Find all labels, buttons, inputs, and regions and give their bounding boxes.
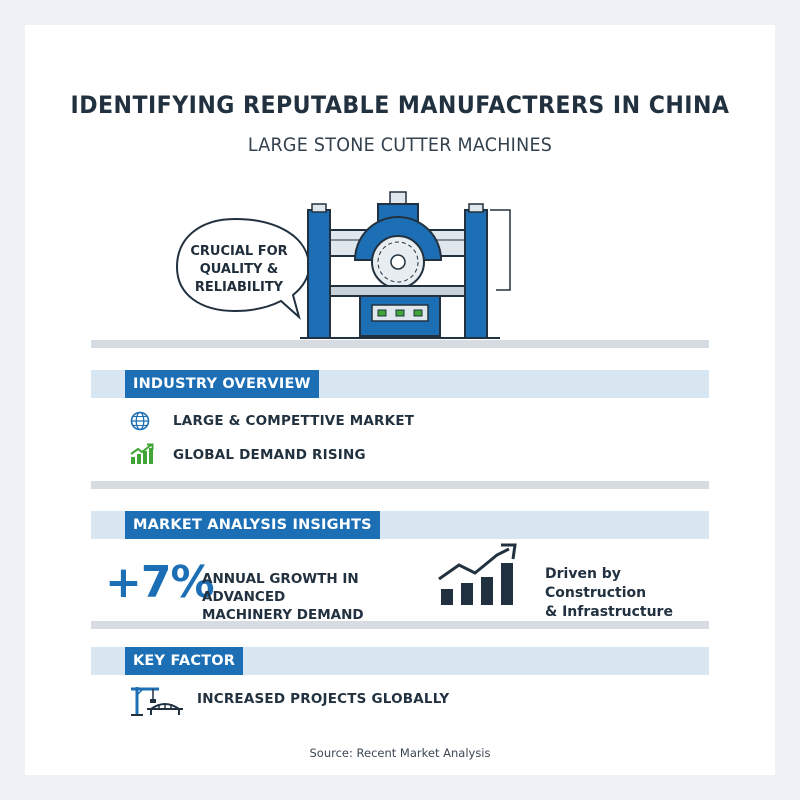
overview-item-demand: GLOBAL DEMAND RISING (173, 447, 366, 463)
market-analysis-heading: MARKET ANALYSIS INSIGHTS (125, 511, 380, 539)
globe-icon (130, 411, 150, 431)
section-divider (91, 481, 709, 489)
source-note: Source: Recent Market Analysis (309, 746, 491, 760)
construction-crane-icon (131, 687, 183, 716)
stone-cutter-machine-icon (300, 191, 511, 339)
driver-line-1: Driven by Construction (545, 566, 647, 601)
rising-chart-icon (130, 443, 154, 464)
driver-description: Driven by Construction & Infrastructure (545, 565, 725, 622)
infographic-card: IDENTIFYING REPUTABLE MANUFACTRERS IN CH… (25, 25, 775, 775)
growth-line-2: MACHINERY DEMAND (202, 607, 364, 623)
key-factor-text: INCREASED PROJECTS GLOBALLY (197, 691, 450, 707)
growth-line-1: ANNUAL GROWTH IN ADVANCED (202, 571, 359, 605)
section-divider (91, 340, 709, 348)
page-subtitle: LARGE STONE CUTTER MACHINES (247, 134, 553, 156)
section-divider (91, 621, 709, 629)
bar-growth-chart-icon (438, 543, 517, 605)
callout-line-2: QUALITY & (199, 262, 279, 277)
speech-bubble-icon (175, 217, 311, 320)
growth-percentage: +7% (105, 557, 215, 608)
growth-description: ANNUAL GROWTH IN ADVANCED MACHINERY DEMA… (202, 570, 422, 624)
industry-overview-heading: INDUSTRY OVERVIEW (125, 370, 319, 398)
callout-line-3: RELIABILITY (194, 280, 284, 295)
callout-text: CRUCIAL FOR QUALITY & RELIABILITY (175, 243, 303, 297)
page-title: IDENTIFYING REPUTABLE MANUFACTRERS IN CH… (70, 91, 730, 119)
key-factor-heading: KEY FACTOR (125, 647, 244, 675)
overview-item-market: LARGE & COMPETTIVE MARKET (173, 413, 415, 429)
callout-line-1: CRUCIAL FOR (190, 244, 288, 259)
driver-line-2: & Infrastructure (545, 604, 673, 620)
